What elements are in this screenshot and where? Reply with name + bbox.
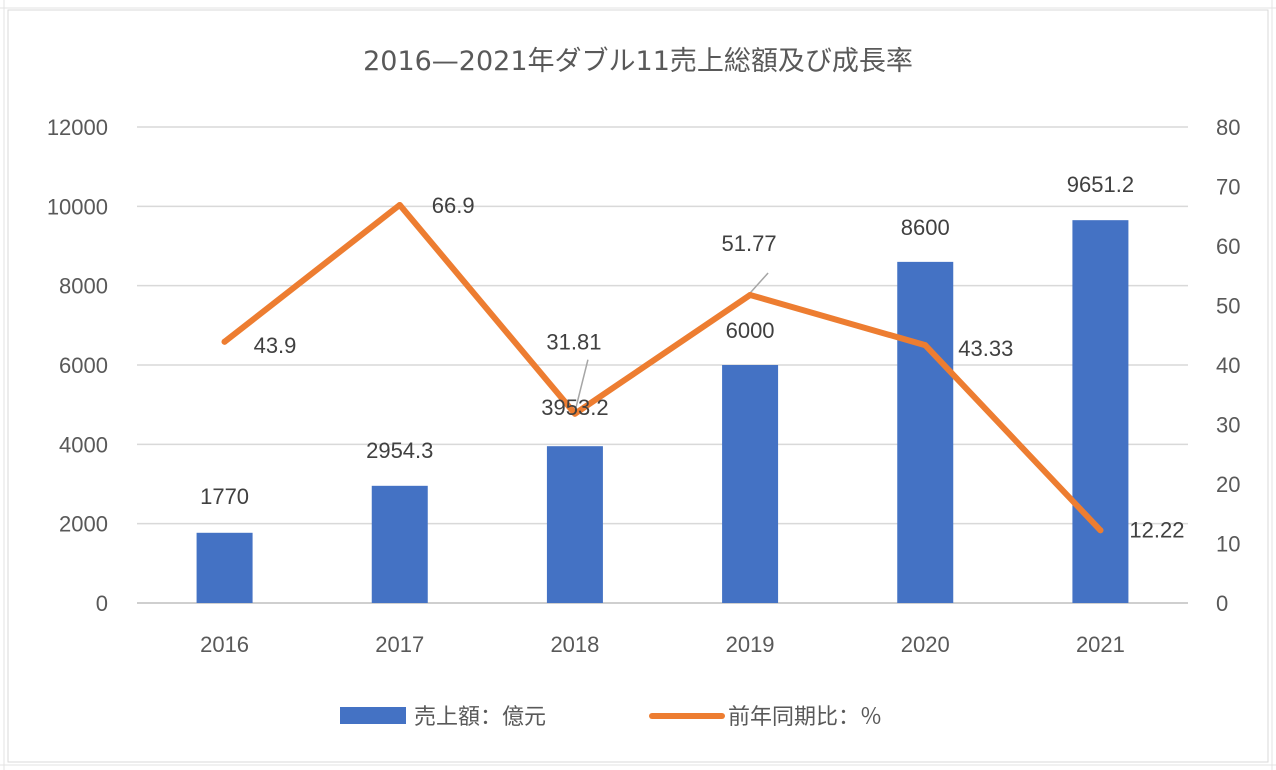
legend-bar-label: 売上額：億元: [414, 705, 546, 730]
y-left-tick-label: 0: [96, 591, 108, 616]
bar-2018: [546, 446, 603, 603]
grid-layer: [137, 126, 1188, 604]
y-left-tick-label: 8000: [59, 274, 108, 299]
bar-2021: [1072, 220, 1129, 603]
line-value-label: 51.77: [722, 231, 777, 256]
x-tick-label: 2017: [375, 632, 424, 657]
y-right-tick-label: 60: [1216, 234, 1240, 259]
line-value-label: 43.9: [254, 333, 297, 358]
x-tick-label: 2021: [1076, 632, 1125, 657]
growth-point-2019: [747, 291, 754, 298]
x-tick-label: 2020: [901, 632, 950, 657]
bar-2020: [897, 261, 954, 603]
y-left-tick-label: 2000: [59, 512, 108, 537]
bar-value-label: 9651.2: [1067, 172, 1134, 197]
y-right-tick-label: 70: [1216, 175, 1240, 200]
bar-2017: [371, 485, 428, 603]
leaders-layer: [574, 272, 769, 412]
legend: 売上額：億元 前年同期比：％: [340, 705, 882, 730]
y-left-tick-label: 6000: [59, 353, 108, 378]
legend-line-label: 前年同期比：％: [728, 705, 882, 730]
bar-value-label: 6000: [726, 318, 775, 343]
leader-line: [749, 272, 769, 294]
bar-2016: [196, 532, 253, 603]
chart-area-border: [7, 9, 1269, 763]
y-right-tick-label: 20: [1216, 472, 1240, 497]
line-value-label: 12.22: [1129, 517, 1184, 542]
y-left-tick-label: 10000: [47, 194, 108, 219]
bar-value-label: 8600: [901, 215, 950, 240]
x-tick-label: 2018: [550, 632, 599, 657]
chart-title: 2016—2021年ダブル11売上総額及び成長率: [363, 46, 913, 77]
y-right-tick-label: 40: [1216, 353, 1240, 378]
legend-bar-swatch: [340, 707, 406, 724]
y-right-tick-label: 80: [1216, 115, 1240, 140]
bars-layer: [196, 220, 1129, 603]
y-left-tick-label: 12000: [47, 115, 108, 140]
x-tick-label: 2019: [726, 632, 775, 657]
bar-2019: [722, 365, 779, 603]
line-value-label: 31.81: [546, 330, 601, 355]
bar-value-label: 1770: [200, 484, 249, 509]
y-right-tick-label: 10: [1216, 532, 1240, 557]
x-tick-label: 2016: [200, 632, 249, 657]
y-right-tick-label: 50: [1216, 294, 1240, 319]
y-left-tick-label: 4000: [59, 432, 108, 457]
growth-point-2016: [221, 338, 228, 345]
line-layer: [221, 201, 1104, 534]
bar-value-label: 3953.2: [541, 395, 608, 420]
line-value-label: 43.33: [958, 336, 1013, 361]
growth-point-2018: [571, 410, 578, 417]
growth-point-2020: [922, 342, 929, 349]
leader-line: [574, 359, 589, 412]
growth-point-2017: [396, 201, 403, 208]
labels-layer: 1770 2954.3 3953.2 6000 8600 9651.2 43.9 66.9 31…: [200, 172, 1184, 542]
axis-layer: 0 2000 4000 6000 8000 10000 12000 0 10 20 30 40 50 60…: [47, 115, 1241, 657]
y-right-tick-label: 30: [1216, 413, 1240, 438]
y-right-tick-label: 0: [1216, 591, 1228, 616]
growth-point-2021: [1097, 527, 1104, 534]
growth-line: [221, 201, 1104, 534]
bar-value-label: 2954.3: [366, 438, 433, 463]
line-value-label: 66.9: [432, 193, 475, 218]
